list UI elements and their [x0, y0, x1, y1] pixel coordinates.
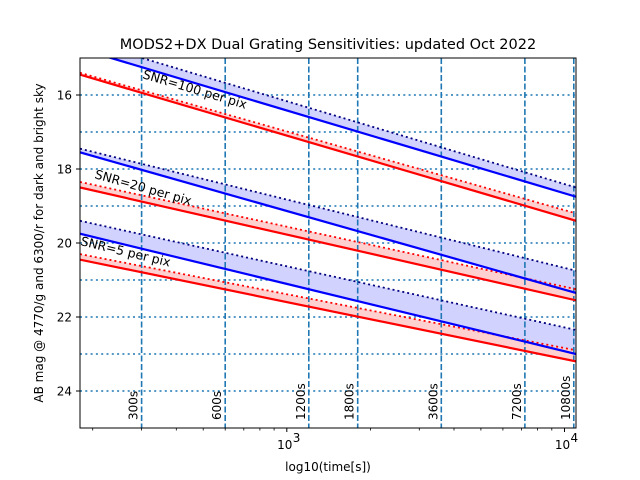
red-solid-line-0 [80, 73, 576, 222]
y-tick-label-18: 18 [57, 163, 72, 177]
x-tick-exponent-1000: 3 [293, 431, 301, 445]
marker-label-600: 600s [210, 391, 224, 420]
red-band-2 [80, 254, 576, 362]
y-tick-label-20: 20 [57, 237, 72, 251]
chart-title: MODS2+DX Dual Grating Sensitivities: upd… [120, 37, 536, 53]
x-axis-label: log10(time[s]) [285, 460, 371, 474]
blue-band-2 [80, 220, 576, 354]
x-tick-label-10000: 10 [555, 438, 570, 452]
red-solid-line-1 [80, 186, 576, 302]
blue-dotted-line-1 [80, 147, 576, 272]
y-tick-label-22: 22 [57, 311, 72, 325]
red-band-1 [80, 181, 576, 301]
blue-solid-line-2 [80, 232, 576, 356]
marker-label-1800: 1800s [343, 383, 357, 420]
red-dotted-line-0 [80, 71, 576, 215]
exposure-marker-lines [140, 58, 575, 428]
marker-label-300: 300s [127, 391, 141, 420]
marker-label-1200: 1200s [294, 383, 308, 420]
blue-solid-line-0 [107, 58, 576, 198]
x-tick-exponent-10000: 4 [571, 431, 579, 445]
x-tick-label-1000: 10 [277, 438, 292, 452]
exposure-marker-labels: 300s 600s 1200s 1800s 3600s 7200s 10800s [127, 376, 573, 420]
y-axis-label: AB mag @ 4770/g and 6300/r for dark and … [32, 83, 46, 402]
blue-dotted-line-0 [138, 58, 576, 189]
x-axis-ticks: 10 3 10 4 [92, 428, 579, 452]
series-lines [80, 58, 576, 363]
y-tick-label-24: 24 [57, 385, 72, 399]
y-axis-ticks: 16 18 20 22 24 [57, 89, 80, 399]
red-solid-line-2 [80, 258, 576, 363]
blue-solid-line-1 [80, 151, 576, 295]
y-tick-label-16: 16 [57, 89, 72, 103]
marker-label-10800: 10800s [559, 376, 573, 420]
marker-label-3600: 3600s [426, 383, 440, 420]
marker-label-7200: 7200s [510, 383, 524, 420]
